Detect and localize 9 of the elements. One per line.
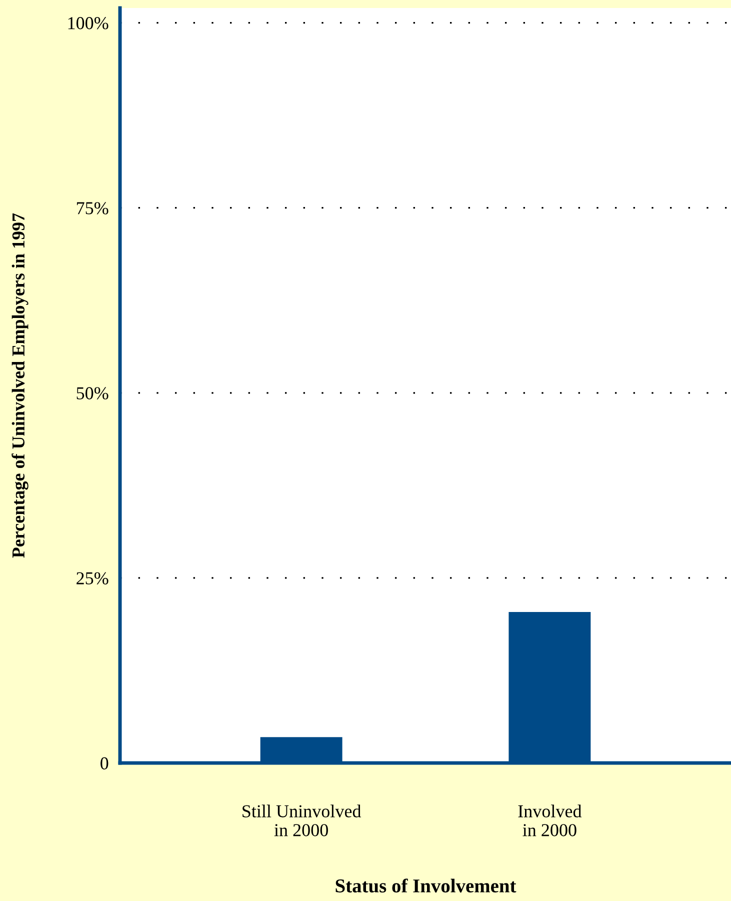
x-tick-label: Involved in 2000 (518, 804, 582, 836)
y-tick-label: 75% (76, 202, 108, 214)
x-axis-title: Status of Involvement (336, 878, 516, 893)
y-tick-label: 100% (68, 17, 108, 30)
y-tick-label: 25% (76, 572, 108, 584)
y-tick-label: 0 (100, 757, 108, 770)
y-axis-title: Percentage of Uninvolved Employers in 1997 (12, 213, 28, 558)
y-tick-label: 50% (76, 387, 108, 400)
x-tick-label: Still Uninvolved in 2000 (242, 804, 362, 836)
